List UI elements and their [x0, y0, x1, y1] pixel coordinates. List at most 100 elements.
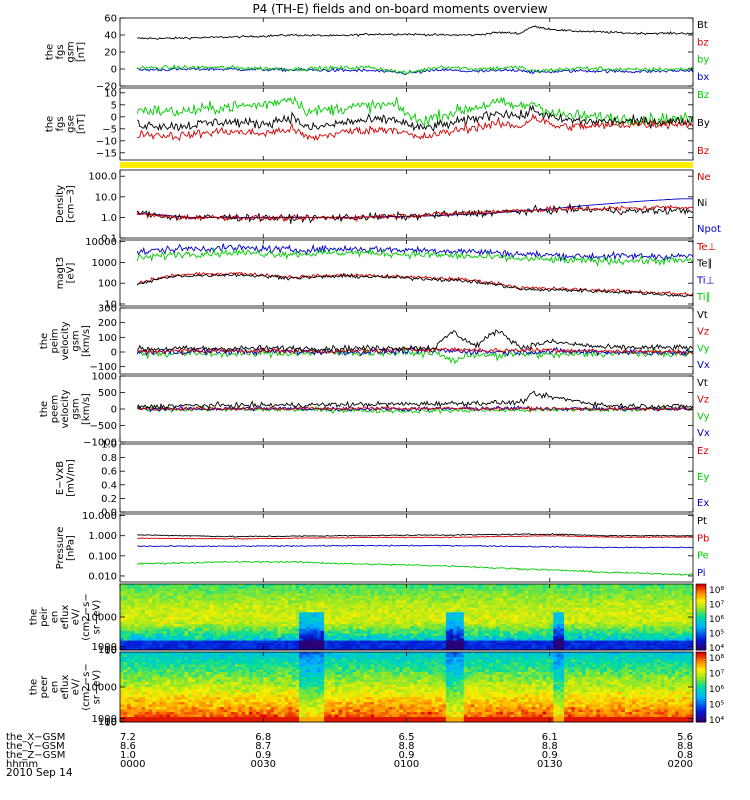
y-axis-label: magt3	[55, 257, 66, 290]
legend-label: Ne	[697, 172, 711, 183]
y-axis-label: [km/s]	[81, 325, 92, 357]
ephemeris-value: 5.6	[677, 732, 693, 743]
ephemeris-value: 6.8	[255, 732, 271, 743]
y-tick-label: 60	[104, 14, 117, 25]
series-line-black	[136, 202, 694, 224]
colorbar-tick-label: 10⁴	[709, 644, 724, 654]
legend-label: Vx	[697, 428, 710, 439]
y-tick-label: 0.100	[88, 551, 117, 562]
legend-label: Bz	[697, 90, 709, 101]
y-tick-label: 1.0	[101, 440, 117, 451]
ephemeris-value: 0000	[120, 759, 145, 770]
y-axis-label: the	[39, 401, 50, 417]
y-axis-label: the	[29, 609, 40, 625]
colorbar-tick-label: 10⁵	[709, 630, 724, 640]
panel-frame	[119, 307, 694, 375]
y-axis-label: [km/s]	[81, 393, 92, 425]
y-axis-label: gsm	[71, 330, 82, 351]
series-line-blue	[136, 243, 694, 263]
y-axis-label: (cm2−s−	[81, 663, 92, 710]
y-axis-label: peir	[39, 606, 50, 626]
y-tick-label: 100	[98, 717, 117, 728]
colorbar-tick-label: 10⁷	[709, 670, 724, 680]
legend-label: Bt	[697, 20, 708, 31]
y-tick-label: 200	[98, 318, 117, 329]
y-tick-label: 500	[98, 388, 117, 399]
ephemeris-row-label: the_X−GSM	[6, 732, 65, 743]
y-tick-label: 1000	[92, 258, 117, 269]
panel-fgs_bt: 60 40 20 0 −20 the fgs gsm [nT] Bt bz by bx	[44, 14, 709, 93]
colorbar-tick-label: 10⁶	[709, 615, 724, 625]
y-tick-label: 1000	[92, 372, 117, 383]
panel-efield: 1.0 0.8 0.6 0.4 0.2 0.0 E−VxB [mV/m] Ez Ey Ex	[55, 440, 710, 519]
ephemeris-value: 1.0	[120, 750, 136, 761]
y-axis-label: Density	[55, 185, 66, 223]
y-tick-label: 0.8	[101, 453, 117, 464]
legend-label: Pt	[697, 516, 707, 527]
y-tick-label: 0.010	[88, 571, 117, 582]
y-tick-label: −100	[90, 362, 117, 373]
y-tick-label: 0.2	[101, 494, 117, 505]
ephemeris-value: 0030	[251, 759, 276, 770]
ephemeris-value: 0.9	[542, 750, 558, 761]
panel-peem_velocity: 1000 500 0 −500 −1000 the peem velocity gsm [km/s…	[39, 372, 710, 449]
y-axis-label: peer	[39, 675, 50, 699]
legend-label: By	[697, 118, 710, 129]
ephemeris-value: 0200	[668, 759, 693, 770]
y-tick-label: 100.0	[88, 172, 117, 183]
legend-label: Pe	[697, 551, 709, 562]
y-axis-label: [cm−3]	[65, 185, 76, 223]
y-tick-label: 1000	[92, 642, 117, 653]
colorbar: 10⁸ 10⁷ 10⁶ 10⁵ 10⁴	[695, 651, 724, 726]
panel-frame	[119, 443, 694, 513]
y-axis-label: fgs	[55, 116, 66, 131]
y-axis-label: velocity	[60, 389, 71, 428]
series-line-green	[136, 63, 694, 75]
y-axis-label: fgs	[55, 44, 66, 59]
series-line-green	[137, 347, 694, 365]
y-axis-label: peim	[50, 328, 61, 353]
y-axis-label: Pressure	[55, 527, 66, 570]
y-tick-label: 0	[111, 65, 117, 76]
legend-label: Ti∥	[696, 292, 711, 303]
y-tick-label: 10	[104, 299, 117, 310]
series-line-green	[136, 95, 694, 127]
ephemeris-value: 6.5	[399, 732, 415, 743]
y-tick-label: 0.0	[101, 508, 117, 519]
series-line-black	[136, 272, 694, 298]
y-axis-label: velocity	[60, 321, 71, 360]
legend-label: bx	[697, 72, 709, 83]
y-tick-label: 0	[111, 348, 117, 359]
ephemeris-value: 0100	[394, 759, 419, 770]
y-axis-label: eflux	[60, 605, 71, 630]
y-axis-label: (cm2−s−	[81, 593, 92, 640]
series-line-red	[136, 204, 694, 223]
y-axis-label: eflux	[60, 675, 71, 700]
ephemeris-value: 6.1	[542, 732, 558, 743]
series-line-blue	[136, 405, 694, 413]
y-tick-label: 100	[98, 645, 117, 656]
legend-label: Bz	[697, 146, 709, 157]
legend-label: Vt	[697, 378, 708, 389]
panel-peim_velocity: 300 200 100 0 −100 the peim velocity gsm [km/s] Vt…	[39, 304, 710, 375]
y-tick-label: 0	[111, 112, 117, 123]
series-line-red	[137, 405, 694, 414]
y-axis-label: [nT]	[76, 42, 87, 62]
y-tick-label: 10000	[85, 237, 117, 248]
y-tick-label: 1000	[92, 714, 117, 725]
series-line-green	[136, 560, 694, 576]
panel-temperature: 10000 1000 100 10 magt3 [eV] Te⊥ Te∥ Ti⊥ Ti∥	[55, 237, 717, 310]
panel-flag_bar	[120, 162, 693, 168]
y-axis-label: eV/	[71, 608, 82, 625]
y-tick-label: 10	[104, 645, 117, 656]
colorbar-tick-label: 10⁷	[709, 601, 724, 611]
legend-label: Ti⊥	[696, 275, 714, 286]
y-axis-label: [eV]	[65, 263, 76, 284]
ephemeris-row-label: the_Z−GSM	[6, 750, 65, 761]
ephemeris-value: 0.9	[255, 750, 271, 761]
y-tick-label: 100	[98, 333, 117, 344]
y-tick-label: 10	[104, 88, 117, 99]
